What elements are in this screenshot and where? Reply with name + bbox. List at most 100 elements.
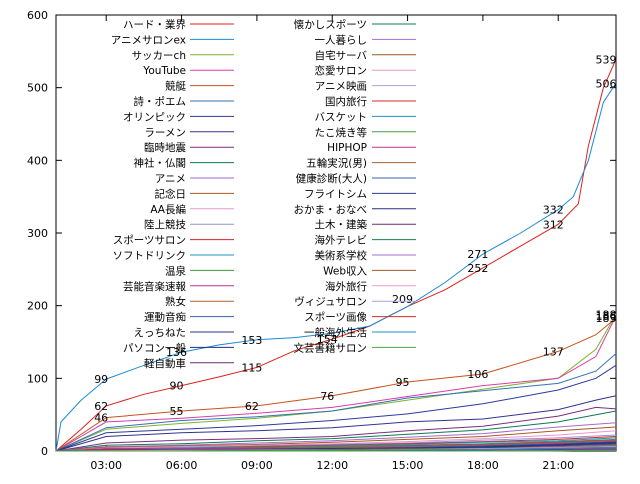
- series-line-44: [56, 449, 617, 452]
- data-label: 46: [94, 412, 108, 425]
- legend-label: フライトシム: [304, 188, 367, 200]
- data-label: 90: [170, 380, 184, 393]
- legend-label: ヴィジュサロン: [294, 295, 367, 308]
- x-tick-label: 06:00: [166, 459, 198, 472]
- legend-label: たこ焼き等: [315, 126, 368, 139]
- data-label: 55: [170, 405, 184, 418]
- series-line-3: [55, 315, 617, 452]
- legend-label: 健康診断(大人): [296, 172, 367, 185]
- data-label: 188: [595, 308, 616, 321]
- legend-label: 記念日: [155, 187, 187, 200]
- data-label: 136: [166, 346, 187, 359]
- legend-label: えっちねた: [134, 327, 187, 339]
- x-tick-label: 21:00: [542, 459, 574, 472]
- series-line-10: [55, 422, 617, 452]
- data-label: 183: [595, 312, 616, 325]
- data-label: 271: [467, 248, 488, 261]
- y-axis: 0 100 200 300 400 500 600: [27, 9, 616, 458]
- legend-label: スポーツサロン: [113, 235, 186, 247]
- series-line-1: [55, 83, 617, 452]
- x-tick-label: 09:00: [241, 459, 273, 472]
- data-label: 99: [94, 373, 108, 386]
- series-line-11: [55, 426, 617, 452]
- series-line-6: [55, 364, 617, 452]
- legend-label: 運動音痴: [144, 311, 186, 324]
- legend-label: 土木・建築: [315, 218, 368, 231]
- data-label: 506: [595, 77, 616, 90]
- legend-label: 国内旅行: [325, 95, 367, 108]
- legend-label: 懐かしスポーツ: [294, 18, 367, 31]
- y-tick-label: 100: [27, 372, 48, 385]
- series-layer: [55, 59, 617, 452]
- series-line-8: [55, 406, 617, 452]
- legend-label: アニメサロンex: [111, 34, 186, 46]
- legend-label: 一人暮らし: [315, 33, 368, 46]
- legend-label: ソフトドリンク: [113, 250, 187, 262]
- legend-label: AA長編: [150, 203, 186, 216]
- data-label: 62: [94, 400, 108, 413]
- data-label: 62: [245, 400, 259, 413]
- legend-label: 海外旅行: [325, 280, 367, 293]
- data-label: 137: [543, 345, 564, 358]
- legend-label: サッカーch: [132, 50, 186, 62]
- legend-label: 恋愛サロン: [315, 64, 368, 77]
- data-label: 252: [467, 262, 488, 275]
- data-label: 76: [320, 390, 334, 403]
- series-line-7: [55, 395, 617, 452]
- legend-label: アニメ: [155, 173, 186, 185]
- series-line-2: [55, 314, 617, 452]
- data-label: 106: [467, 368, 488, 381]
- legend-label: スポーツ画像: [304, 312, 367, 324]
- legend-label: 軽自動車: [144, 357, 186, 370]
- x-tick-label: 12:00: [316, 459, 348, 472]
- y-tick-label: 400: [27, 154, 48, 167]
- legend-label: アニメ映画: [315, 81, 367, 93]
- legend-label: オリンピック: [123, 111, 186, 123]
- legend-label: ハード・業界: [123, 18, 186, 31]
- data-label: 95: [396, 376, 410, 389]
- data-label: 115: [241, 361, 262, 374]
- data-label: 312: [543, 218, 564, 231]
- legend-label: 詩・ポエム: [134, 96, 187, 108]
- data-label: 154: [317, 333, 338, 346]
- legend-label: 芸能音楽速報: [123, 280, 186, 293]
- legend-label: 一般海外生活: [304, 326, 367, 339]
- y-tick-label: 300: [27, 227, 48, 240]
- series-line-4: [55, 317, 617, 452]
- legend-label: 陸上競技: [144, 218, 186, 231]
- legend-label: HIPHOP: [327, 142, 367, 154]
- legend-label: パソコン一般: [123, 341, 186, 354]
- x-tick-label: 03:00: [90, 459, 122, 472]
- series-line-9: [55, 410, 617, 452]
- legend-label: ラーメン: [144, 127, 186, 139]
- x-tick-label: 18:00: [467, 459, 499, 472]
- legend-label: おかま・おなべ: [294, 204, 368, 216]
- series-line-5: [55, 353, 617, 452]
- data-label: 153: [241, 334, 262, 347]
- data-label: 186: [595, 310, 616, 323]
- legend-label: 競艇: [165, 80, 186, 93]
- data-label: 209: [392, 293, 413, 306]
- data-label: 539: [595, 53, 616, 66]
- y-tick-label: 600: [27, 9, 48, 22]
- legend-label: 自宅サーバ: [315, 49, 368, 62]
- data-label: 332: [543, 204, 564, 217]
- y-tick-label: 500: [27, 82, 48, 95]
- legend-label: Web収入: [323, 265, 367, 277]
- legend-label: バスケット: [315, 111, 368, 123]
- x-tick-label: 15:00: [392, 459, 424, 472]
- legend-label: 神社・仏閣: [134, 157, 187, 170]
- x-axis: 03:00 06:00 09:00 12:00 15:00 18:00 21:00: [90, 15, 574, 472]
- y-tick-label: 0: [41, 445, 48, 458]
- legend-label: YouTube: [142, 65, 186, 77]
- legend-label: 五輪実況(男): [306, 157, 367, 170]
- legend-label: 熟女: [165, 295, 186, 308]
- legend-label: 美術系学校: [315, 249, 368, 262]
- legend-label: 海外テレビ: [315, 234, 368, 247]
- legend-label: 温泉: [165, 264, 186, 277]
- legend-label: 臨時地震: [144, 141, 186, 154]
